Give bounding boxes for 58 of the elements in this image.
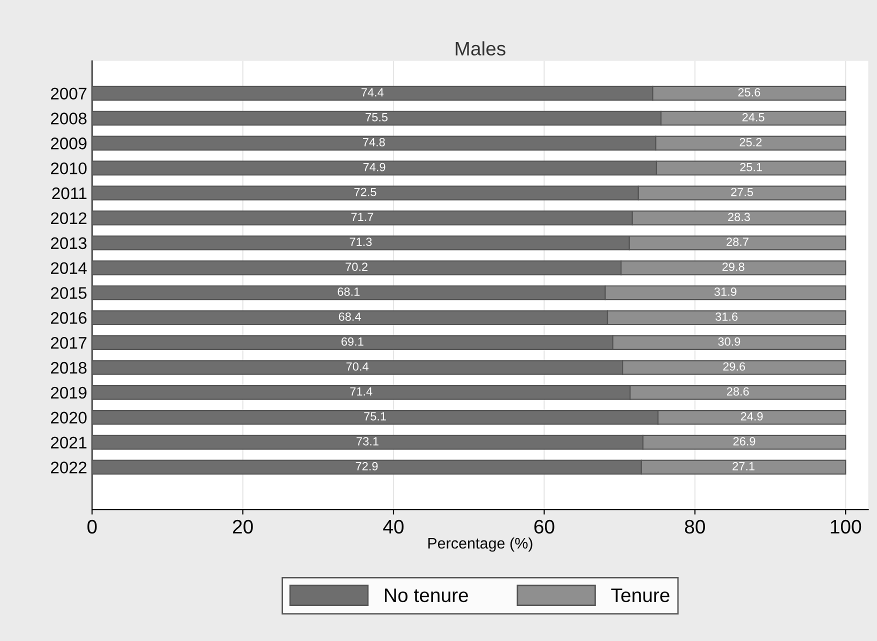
data-label: 74.9 — [363, 162, 386, 172]
x-axis-title: Percentage (%) — [428, 537, 532, 552]
y-tick-label: 2014 — [50, 262, 87, 274]
data-label: 27.1 — [732, 462, 754, 470]
data-label: 25.1 — [740, 162, 762, 172]
data-label: 31.6 — [716, 312, 738, 321]
data-label: 74.4 — [362, 88, 384, 96]
y-tick-label: 2022 — [50, 462, 86, 474]
y-tick-label: 2016 — [50, 312, 86, 324]
x-tick-label: 0 — [87, 520, 97, 534]
y-tick-label: 2017 — [50, 336, 86, 349]
data-label: 75.5 — [366, 113, 388, 122]
data-label: 31.9 — [714, 288, 736, 296]
data-label: 29.8 — [722, 262, 744, 271]
data-label: 68.4 — [338, 312, 361, 321]
data-label: 26.9 — [733, 437, 756, 446]
data-label: 71.4 — [350, 387, 372, 396]
y-tick-label: 2011 — [52, 187, 86, 200]
y-tick-label: 2015 — [50, 287, 87, 299]
y-tick-label: 2013 — [50, 237, 86, 250]
data-label: 24.9 — [740, 412, 763, 421]
x-tick-label: 60 — [534, 520, 554, 534]
x-tick-label: 20 — [232, 520, 253, 534]
data-label: 28.3 — [728, 212, 750, 222]
data-label: 30.9 — [718, 337, 740, 346]
x-tick-label: 40 — [383, 520, 404, 534]
data-label: 71.3 — [350, 238, 372, 246]
y-tick-label: 2010 — [50, 162, 87, 174]
data-label: 28.7 — [726, 238, 748, 246]
x-tick-label: 100 — [830, 520, 862, 534]
data-label: 72.9 — [356, 462, 378, 470]
y-tick-label: 2021 — [50, 436, 86, 448]
chart-title: Males — [456, 41, 506, 56]
data-label: 29.6 — [723, 362, 746, 371]
legend-label: No tenure — [385, 588, 468, 602]
y-tick-label: 2012 — [50, 212, 86, 224]
data-label: 25.2 — [740, 138, 762, 146]
x-tick-label: 80 — [684, 520, 705, 534]
data-label: 74.8 — [363, 138, 385, 146]
data-label: 25.6 — [738, 88, 760, 96]
y-tick-label: 2019 — [50, 386, 86, 399]
data-label: 70.4 — [346, 362, 368, 371]
legend-label: Tenure — [611, 588, 670, 602]
data-label: 73.1 — [356, 437, 378, 446]
data-label: 24.5 — [742, 113, 764, 122]
data-label: 70.2 — [346, 262, 368, 271]
data-label: 71.7 — [351, 212, 374, 221]
data-label: 68.1 — [338, 288, 360, 296]
y-tick-label: 2009 — [50, 138, 86, 150]
y-tick-label: 2018 — [50, 362, 87, 374]
data-label: 28.6 — [726, 387, 749, 396]
y-tick-label: 2020 — [50, 412, 87, 424]
data-label: 75.1 — [364, 412, 386, 421]
data-label: 69.1 — [342, 337, 364, 346]
y-tick-label: 2007 — [50, 88, 86, 100]
y-tick-label: 2008 — [50, 112, 87, 124]
data-label: 72.5 — [354, 188, 376, 196]
data-label: 27.5 — [731, 188, 754, 196]
